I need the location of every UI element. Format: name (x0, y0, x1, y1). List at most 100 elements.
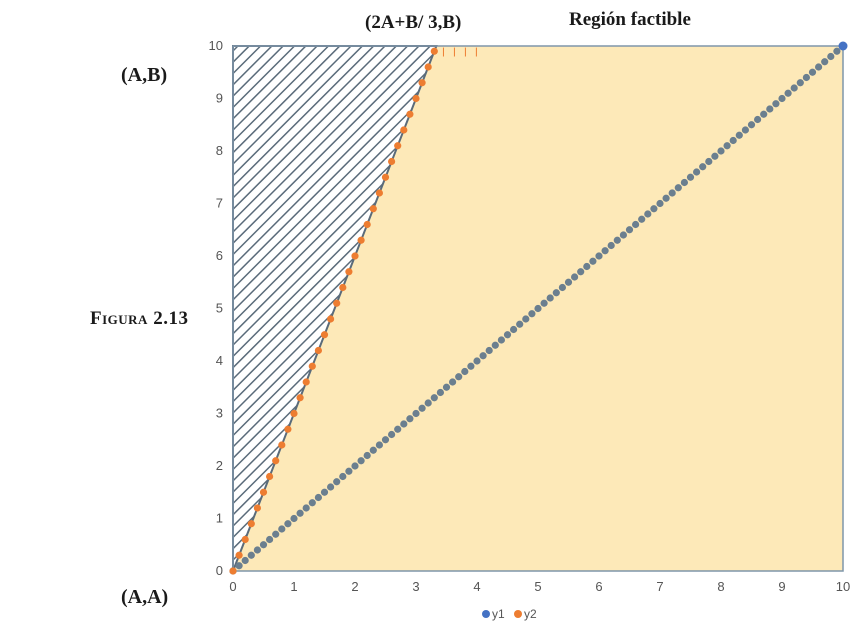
data-point-y1 (619, 231, 628, 239)
data-point-y1 (278, 525, 286, 533)
data-point-y1 (424, 399, 432, 407)
x-tick-label: 6 (595, 579, 602, 594)
data-point-y1 (558, 283, 567, 292)
data-point-y1 (528, 310, 536, 318)
data-point-y1 (711, 152, 719, 160)
data-point-y1 (381, 436, 390, 444)
data-point-y1 (662, 194, 670, 202)
data-point-y1 (497, 336, 505, 344)
data-point-y2 (418, 79, 426, 87)
x-tick-label: 2 (351, 579, 358, 594)
data-point-y1 (802, 73, 811, 82)
data-point-y1 (509, 325, 518, 334)
data-point-y1 (650, 205, 658, 213)
data-point-y2 (308, 362, 316, 370)
data-point-y1 (808, 68, 817, 76)
vertex-label: (2A+B/ 3,B) (365, 12, 462, 33)
y-tick-label: 10 (209, 38, 223, 53)
data-point-y1 (705, 157, 713, 166)
data-point-y2 (430, 47, 438, 55)
data-point-y1 (259, 541, 268, 549)
data-point-y1 (827, 52, 835, 61)
legend-marker-y1 (482, 610, 490, 618)
data-point-y1 (735, 131, 743, 139)
y-tick-label: 2 (216, 458, 223, 473)
data-point-y1 (345, 467, 353, 475)
data-point-y2 (278, 441, 286, 449)
data-point-y1 (516, 320, 524, 328)
data-point-y1 (491, 341, 499, 349)
data-point-y1 (357, 457, 365, 465)
data-point-y2 (333, 299, 341, 307)
x-tick-label: 9 (778, 579, 785, 594)
data-point-y1 (375, 441, 383, 449)
data-point-y1 (522, 315, 530, 323)
data-point-y1 (534, 304, 542, 313)
data-point-y1 (314, 493, 322, 502)
data-point-y1 (784, 89, 792, 97)
data-point-y1 (412, 409, 420, 418)
data-point-y2 (345, 268, 353, 276)
y-tick-label: 9 (216, 91, 223, 106)
data-point-y1 (595, 252, 603, 260)
data-point-y2 (424, 63, 432, 71)
legend-label-y1: y1 (492, 607, 505, 621)
data-point-y2 (369, 205, 377, 213)
data-point-y1 (363, 451, 371, 460)
data-point-y1 (400, 420, 408, 428)
x-tick-label: 7 (656, 579, 663, 594)
data-point-y1 (790, 84, 798, 92)
data-point-y1 (778, 94, 786, 103)
corner-label-bottom-left: (A,A) (121, 586, 169, 608)
data-point-y1 (693, 168, 701, 176)
x-tick-label: 8 (717, 579, 724, 594)
data-point-y1 (302, 504, 310, 512)
data-point-y1 (546, 294, 554, 302)
y-tick-label: 7 (216, 196, 223, 211)
data-point-y2 (302, 378, 310, 386)
data-point-y2 (290, 409, 298, 418)
data-point-y2 (400, 126, 408, 134)
data-point-y1 (821, 58, 829, 66)
data-point-y1 (838, 41, 848, 51)
data-point-y1 (815, 63, 823, 71)
data-point-y1 (388, 430, 396, 439)
data-point-y2 (229, 567, 237, 575)
data-point-y1 (638, 215, 646, 223)
data-point-y2 (259, 488, 268, 496)
data-point-y1 (266, 535, 274, 544)
data-point-y1 (461, 367, 469, 376)
data-point-y1 (680, 178, 689, 187)
data-point-y1 (601, 247, 609, 255)
x-tick-label: 10 (836, 579, 850, 594)
data-point-y1 (686, 173, 695, 181)
x-tick-label: 1 (290, 579, 297, 594)
data-point-y1 (540, 299, 548, 307)
data-point-y1 (796, 79, 804, 87)
plot-border (232, 45, 844, 572)
data-point-y1 (632, 220, 640, 229)
data-point-y1 (607, 241, 615, 250)
data-point-y1 (729, 136, 737, 145)
x-tick-label: 4 (473, 579, 480, 594)
data-point-y2 (351, 252, 359, 260)
data-point-y1 (833, 47, 841, 55)
data-point-y1 (406, 415, 414, 423)
data-point-y1 (674, 184, 682, 192)
data-point-y1 (613, 236, 621, 244)
data-point-y2 (381, 173, 390, 181)
data-point-y2 (272, 457, 280, 465)
data-point-y1 (766, 105, 774, 113)
data-point-y1 (583, 262, 591, 271)
data-point-y2 (314, 346, 322, 355)
data-point-y1 (369, 446, 377, 454)
data-point-y2 (253, 504, 261, 512)
data-point-y2 (320, 331, 329, 339)
data-point-y2 (412, 94, 420, 103)
data-point-y1 (418, 404, 426, 412)
data-point-y1 (485, 346, 493, 355)
data-point-y1 (577, 268, 585, 276)
data-point-y1 (723, 142, 731, 150)
data-point-y1 (668, 189, 676, 197)
